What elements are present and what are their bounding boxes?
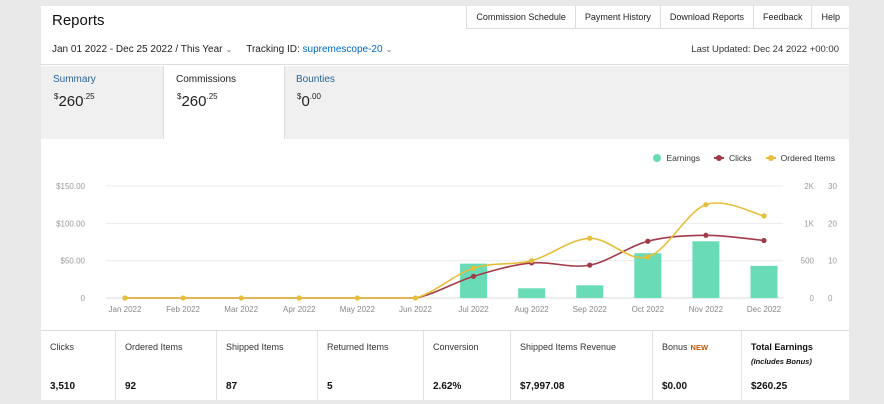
legend-clicks[interactable]: Clicks [714, 153, 752, 163]
y-right-tick: 20 [828, 219, 837, 228]
x-tick-label: Oct 2022 [632, 305, 665, 314]
ordered-items-point [703, 202, 709, 208]
date-range-dropdown[interactable]: Jan 01 2022 - Dec 25 2022 / This Year ⌄ [52, 44, 232, 55]
x-tick-label: Jun 2022 [399, 305, 432, 314]
earnings-bar [518, 288, 546, 298]
clicks-point [645, 238, 651, 244]
x-tick-label: Jul 2022 [458, 305, 489, 314]
y-mid-tick: 500 [801, 257, 815, 266]
ordered-items-point [122, 295, 128, 301]
commission-schedule-link[interactable]: Commission Schedule [467, 6, 576, 28]
stat-clicks: Clicks 3,510 [41, 331, 116, 401]
ordered-items-point [645, 254, 651, 260]
divider [41, 64, 849, 65]
clicks-line [125, 234, 765, 299]
stat-conversion: Conversion 2.62% [424, 331, 511, 401]
earnings-bar [692, 241, 720, 298]
y-mid-tick: 0 [810, 294, 815, 303]
ordered-items-point [412, 295, 419, 301]
earnings-chart: $150.00 2K 30 $100.00 1K 20 $50.00 500 10 0 0 0 Jan … [56, 182, 837, 314]
legend-earnings[interactable]: Earnings [653, 153, 700, 163]
x-tick-label: Mar 2022 [224, 305, 258, 314]
new-badge: NEW [690, 343, 709, 352]
tab-bounties-label: Bounties [296, 74, 335, 85]
active-tab-pointer [217, 138, 231, 145]
x-tick-label: Jan 2022 [109, 305, 142, 314]
ordered-items-point [180, 295, 186, 301]
page-title: Reports [52, 12, 105, 29]
y-right-tick: 0 [828, 294, 833, 303]
help-link[interactable]: Help [821, 12, 840, 22]
stat-shipped-items: Shipped Items 87 [217, 331, 318, 401]
x-tick-label: Feb 2022 [166, 305, 200, 314]
payment-history-link[interactable]: Payment History [576, 6, 661, 28]
tab-commissions-label: Commissions [176, 74, 237, 85]
x-tick-label: Aug 2022 [515, 305, 550, 314]
y-left-tick: $50.00 [61, 257, 86, 266]
stat-ordered-items: Ordered Items 92 [116, 331, 217, 401]
ordered-items-point [587, 235, 593, 241]
clicks-point [703, 232, 709, 238]
ordered-items-point [761, 213, 767, 219]
x-tick-label: Dec 2022 [747, 305, 782, 314]
top-links: Commission Schedule Payment History Down… [466, 6, 849, 29]
tab-summary[interactable]: Summary $260.25 [41, 66, 163, 139]
clicks-point [470, 273, 477, 279]
ordered-items-point [238, 295, 244, 301]
tab-summary-label: Summary [53, 74, 96, 85]
report-tabs: Summary $260.25 Commissions $260.25 Boun… [41, 66, 849, 139]
chevron-down-icon: ⌄ [225, 45, 233, 54]
stats-row: Clicks 3,510 Ordered Items 92 Shipped Item… [41, 330, 849, 401]
x-tick-label: Sep 2022 [573, 305, 608, 314]
x-tick-label: May 2022 [340, 305, 376, 314]
tab-summary-value: $260.25 [54, 92, 95, 110]
ordered-swatch-icon [765, 155, 776, 161]
tracking-id-dropdown[interactable]: Tracking ID: supremescope-20 ⌄ [246, 44, 392, 55]
tab-bounties[interactable]: Bounties $0.00 [284, 66, 404, 139]
stat-bonus: Bonus NEW $0.00 [653, 331, 742, 401]
tab-bounties-value: $0.00 [297, 92, 321, 110]
tab-commissions-value: $260.25 [177, 92, 218, 110]
ordered-items-line [125, 202, 765, 299]
feedback-link[interactable]: Feedback [754, 6, 813, 28]
clicks-swatch-icon [714, 155, 724, 161]
date-range-label: Jan 01 2022 - Dec 25 2022 / This Year [52, 44, 223, 55]
x-tick-label: Apr 2022 [283, 305, 316, 314]
tab-commissions[interactable]: Commissions $260.25 [163, 66, 285, 139]
y-mid-tick: 2K [804, 182, 814, 191]
y-right-tick: 10 [828, 257, 837, 266]
ordered-items-point [354, 295, 360, 301]
reports-card: Reports Commission Schedule Payment Hist… [41, 6, 849, 401]
y-mid-tick: 1K [804, 219, 814, 228]
filter-bar: Jan 01 2022 - Dec 25 2022 / This Year ⌄ T… [52, 44, 392, 55]
clicks-point [761, 237, 767, 244]
earnings-swatch-icon [653, 154, 662, 162]
earnings-bar [750, 265, 778, 298]
tracking-id-value: supremescope-20 [302, 44, 383, 55]
chevron-down-icon: ⌄ [385, 45, 393, 54]
chart-legend: Earnings Clicks Ordered Items [653, 153, 835, 163]
tracking-label: Tracking ID: [246, 44, 300, 55]
ordered-items-point [470, 265, 477, 271]
ordered-items-point [529, 258, 535, 264]
stat-shipped-revenue: Shipped Items Revenue $7,997.08 [511, 331, 653, 401]
clicks-point [587, 262, 593, 268]
stat-total-earnings: Total Earnings (Includes Bonus) $260.25 [751, 342, 813, 392]
earnings-bar [576, 285, 604, 298]
legend-ordered-items[interactable]: Ordered Items [765, 153, 835, 163]
y-left-tick: $150.00 [56, 182, 85, 191]
last-updated: Last Updated: Dec 24 2022 +00:00 [691, 44, 839, 55]
stat-returned-items: Returned Items 5 [318, 331, 424, 401]
y-left-tick: 0 [81, 294, 86, 303]
earnings-bar [634, 253, 662, 298]
x-tick-label: Nov 2022 [689, 305, 724, 314]
ordered-items-point [296, 295, 302, 301]
y-left-tick: $100.00 [56, 219, 85, 228]
y-right-tick: 30 [828, 182, 837, 191]
download-reports-link[interactable]: Download Reports [661, 6, 754, 28]
